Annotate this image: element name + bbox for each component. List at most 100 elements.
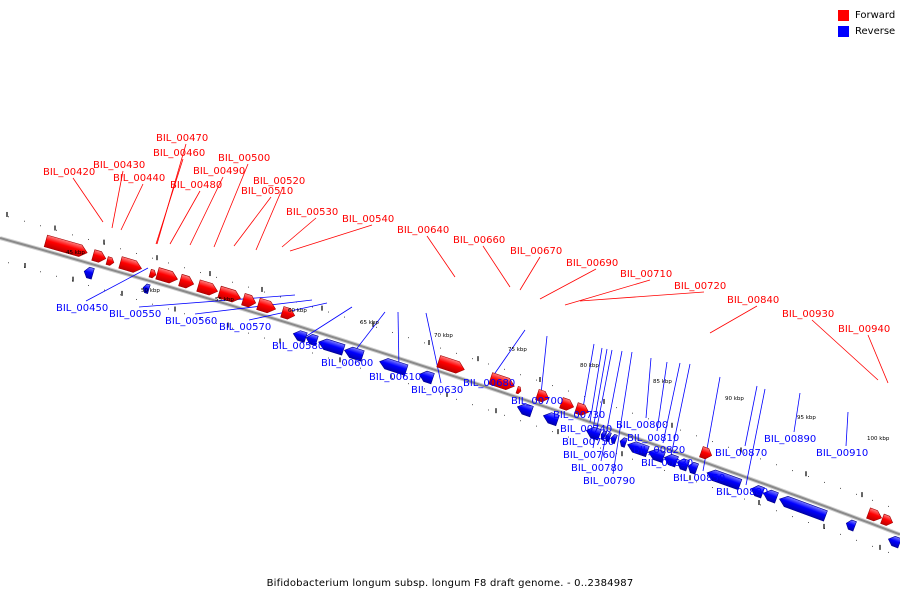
reverse-gene-arrow	[762, 489, 779, 504]
track-dot	[664, 469, 665, 471]
forward-leader-line	[579, 291, 705, 302]
track-dot	[120, 294, 121, 296]
forward-leader-line	[111, 170, 124, 229]
gene-shape	[647, 448, 666, 463]
gene-shape	[43, 234, 88, 257]
track-dot	[424, 342, 425, 344]
track-dot	[840, 533, 841, 535]
reverse-gene-label: BIL_00880	[716, 487, 768, 498]
forward-leader-line	[120, 183, 144, 231]
gene-shape	[515, 386, 522, 395]
gene-shape	[155, 267, 179, 284]
gene-shape	[663, 453, 679, 468]
scale-tick-label: 45 kbp	[66, 250, 85, 256]
forward-gene-label: BIL_00640	[397, 225, 449, 236]
track-dot	[184, 313, 185, 315]
forward-gene-arrow	[559, 397, 575, 411]
track-dot	[792, 470, 793, 472]
gene-shape	[318, 338, 346, 356]
reverse-gene-label: BIL_00870	[715, 448, 767, 459]
reverse-gene-arrow	[687, 461, 699, 475]
track-dot	[504, 368, 505, 370]
track-dot	[216, 276, 217, 278]
gene-shape	[105, 256, 115, 266]
track-dot	[184, 267, 185, 269]
track-dot	[312, 306, 313, 308]
gene-shape	[241, 293, 257, 308]
track-dot	[280, 296, 281, 298]
reverse-leader-line	[612, 351, 633, 475]
track-dot	[696, 435, 697, 437]
reverse-gene-arrow	[379, 358, 409, 376]
reverse-leader-line	[845, 411, 849, 447]
scale-tick-label: 70 kbp	[434, 333, 453, 339]
track-dot	[600, 401, 601, 403]
reverse-gene-label: BIL_00800	[616, 420, 668, 431]
forward-gene-arrow	[256, 297, 277, 314]
gene-shape	[845, 519, 857, 532]
gene-shape	[91, 249, 107, 263]
track-dot	[136, 298, 137, 300]
reverse-gene-label: BIL_00790	[583, 476, 635, 487]
track-dot	[760, 458, 761, 460]
track-dot	[632, 458, 633, 460]
gene-shape	[83, 266, 95, 280]
track-dot	[392, 331, 393, 333]
reverse-gene-arrow	[706, 469, 743, 491]
track-dot	[536, 425, 537, 427]
track-dot	[856, 539, 857, 541]
forward-gene-arrow	[699, 446, 713, 460]
track-dot	[808, 475, 809, 477]
track-dot	[472, 358, 473, 360]
track-dot	[328, 357, 329, 359]
forward-gene-arrow	[196, 279, 219, 296]
forward-gene-label: BIL_00420	[43, 167, 95, 178]
forward-leader-line	[281, 217, 317, 248]
reverse-gene-label: BIL_00780	[571, 463, 623, 474]
track-dot	[584, 442, 585, 444]
scale-tick-label: 50 kbp	[141, 288, 160, 294]
reverse-gene-label: BIL_00890	[764, 434, 816, 445]
reverse-leader-line	[540, 335, 548, 395]
track-dot	[56, 275, 57, 277]
gene-shape	[627, 441, 650, 458]
gene-shape	[516, 403, 534, 418]
track-dot	[232, 327, 233, 329]
reverse-gene-arrow	[142, 283, 151, 294]
forward-leader-line	[72, 177, 104, 223]
track-dot	[88, 238, 89, 240]
reverse-gene-label: BIL_00630	[411, 385, 463, 396]
gene-shape	[866, 507, 882, 522]
track-dot	[248, 286, 249, 288]
forward-leader-line	[426, 235, 456, 278]
gene-shape	[750, 485, 765, 499]
reverse-leader-line	[645, 357, 652, 419]
legend-forward-label: Forward	[855, 10, 896, 21]
forward-gene-label: BIL_00930	[782, 309, 834, 320]
forward-gene-label: BIL_00470	[156, 133, 208, 144]
track-dot	[696, 481, 697, 483]
forward-leader-line	[519, 256, 541, 291]
gene-shape	[676, 458, 690, 472]
reverse-gene-label: BIL_00740	[560, 424, 612, 435]
gene-shape	[142, 283, 151, 294]
reverse-gene-arrow	[845, 519, 857, 532]
forward-leader-line	[867, 334, 889, 384]
track-dot	[792, 516, 793, 518]
reverse-gene-arrow	[750, 485, 765, 499]
reverse-gene-arrow	[516, 403, 534, 418]
scale-tick-label: 55 kbp	[215, 297, 234, 303]
track-dot	[808, 521, 809, 523]
forward-leader-line	[289, 224, 373, 252]
track-dot	[200, 318, 201, 320]
track-dot	[824, 481, 825, 483]
forward-gene-arrow	[178, 273, 195, 289]
reverse-leader-line	[582, 343, 595, 409]
reverse-gene-arrow	[292, 330, 308, 343]
forward-leader-line	[189, 176, 224, 246]
forward-leader-line	[811, 319, 879, 381]
reverse-leader-line	[591, 348, 608, 436]
reverse-leader-line	[301, 306, 353, 340]
track-dot	[440, 393, 441, 395]
scale-tick-label: 75 kbp	[508, 347, 527, 353]
